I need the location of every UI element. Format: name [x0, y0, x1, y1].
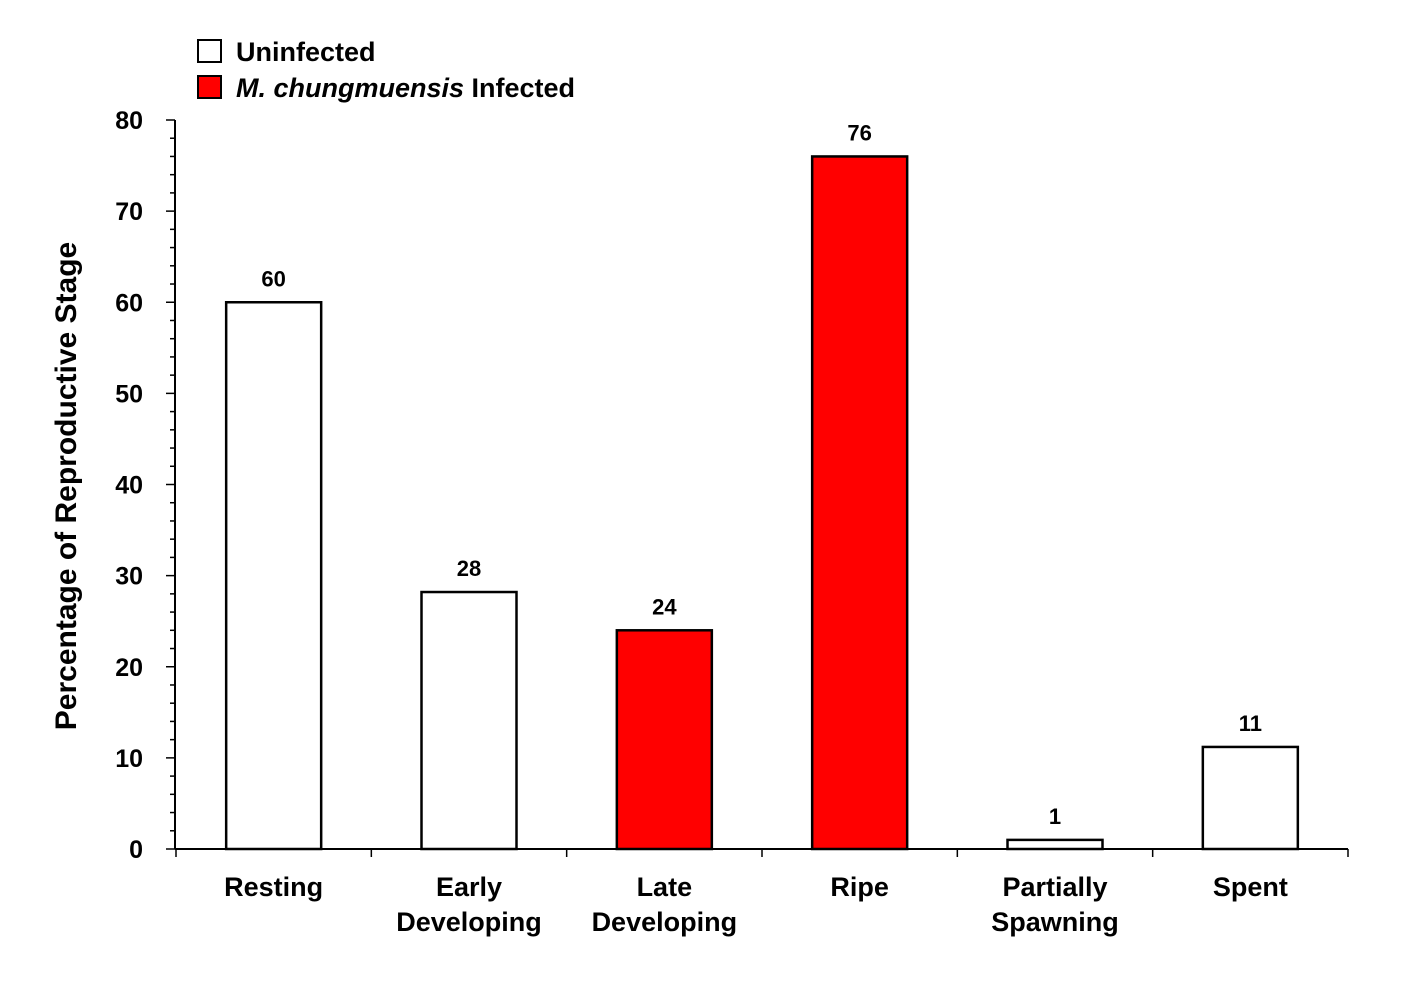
legend-label-italic: M. chungmuensis	[236, 73, 464, 103]
x-tick-label-line: Resting	[224, 872, 323, 902]
x-tick-label: Spent	[1213, 872, 1288, 902]
legend-label-rest: Infected	[464, 73, 575, 103]
bar	[1201, 745, 1300, 851]
bar	[1006, 838, 1104, 851]
x-tick-label: Ripe	[830, 872, 889, 902]
data-label: 1	[1049, 804, 1061, 829]
legend-label: M. chungmuensis Infected	[236, 73, 575, 103]
bar	[810, 155, 909, 851]
data-label: 11	[1239, 711, 1262, 736]
legend-label: Uninfected	[236, 37, 376, 67]
y-tick-label: 0	[129, 836, 143, 864]
data-label: 28	[457, 556, 481, 581]
x-tick-label-line: Ripe	[830, 872, 889, 902]
y-tick-label: 60	[115, 289, 143, 317]
x-tick-label-line: Partially	[1002, 872, 1107, 902]
y-tick-label: 50	[115, 380, 143, 408]
y-tick-label: 10	[115, 745, 143, 773]
data-label: 60	[261, 266, 285, 291]
bar	[615, 629, 714, 851]
x-tick-label-line: Developing	[592, 907, 738, 937]
y-tick-label: 40	[115, 472, 143, 500]
x-tick-label-line: Early	[436, 872, 502, 902]
x-tick-label: Partially Spawning	[991, 872, 1119, 937]
y-tick-label: 30	[115, 563, 143, 591]
x-tick-label-line: Spawning	[991, 907, 1119, 937]
y-axis-title: Percentage of Reproductive Stage	[50, 242, 83, 730]
legend: Uninfected M. chungmuensis Infected	[197, 37, 575, 103]
y-tick-label: 80	[115, 107, 143, 135]
x-axis: Resting Early Developing Late Developing Ripe…	[175, 848, 1349, 937]
y-tick-label: 20	[115, 654, 143, 682]
y-tick-label: 70	[115, 198, 143, 226]
data-label: 24	[652, 594, 677, 619]
legend-swatch	[197, 75, 222, 99]
x-tick-label: Late Developing	[592, 872, 738, 937]
x-tick-label: Resting	[224, 872, 323, 902]
x-tick-label-line: Late	[637, 872, 693, 902]
bars	[224, 155, 1300, 851]
x-tick-label-line: Spent	[1213, 872, 1288, 902]
bar	[224, 301, 323, 851]
bar	[420, 590, 518, 851]
x-tick-label: Early Developing	[396, 872, 542, 937]
legend-swatch	[197, 39, 222, 63]
data-label: 76	[847, 120, 871, 145]
y-axis: 0 10 20 30 40 50 60 70 80	[115, 107, 176, 864]
x-tick-label-line: Developing	[396, 907, 542, 937]
